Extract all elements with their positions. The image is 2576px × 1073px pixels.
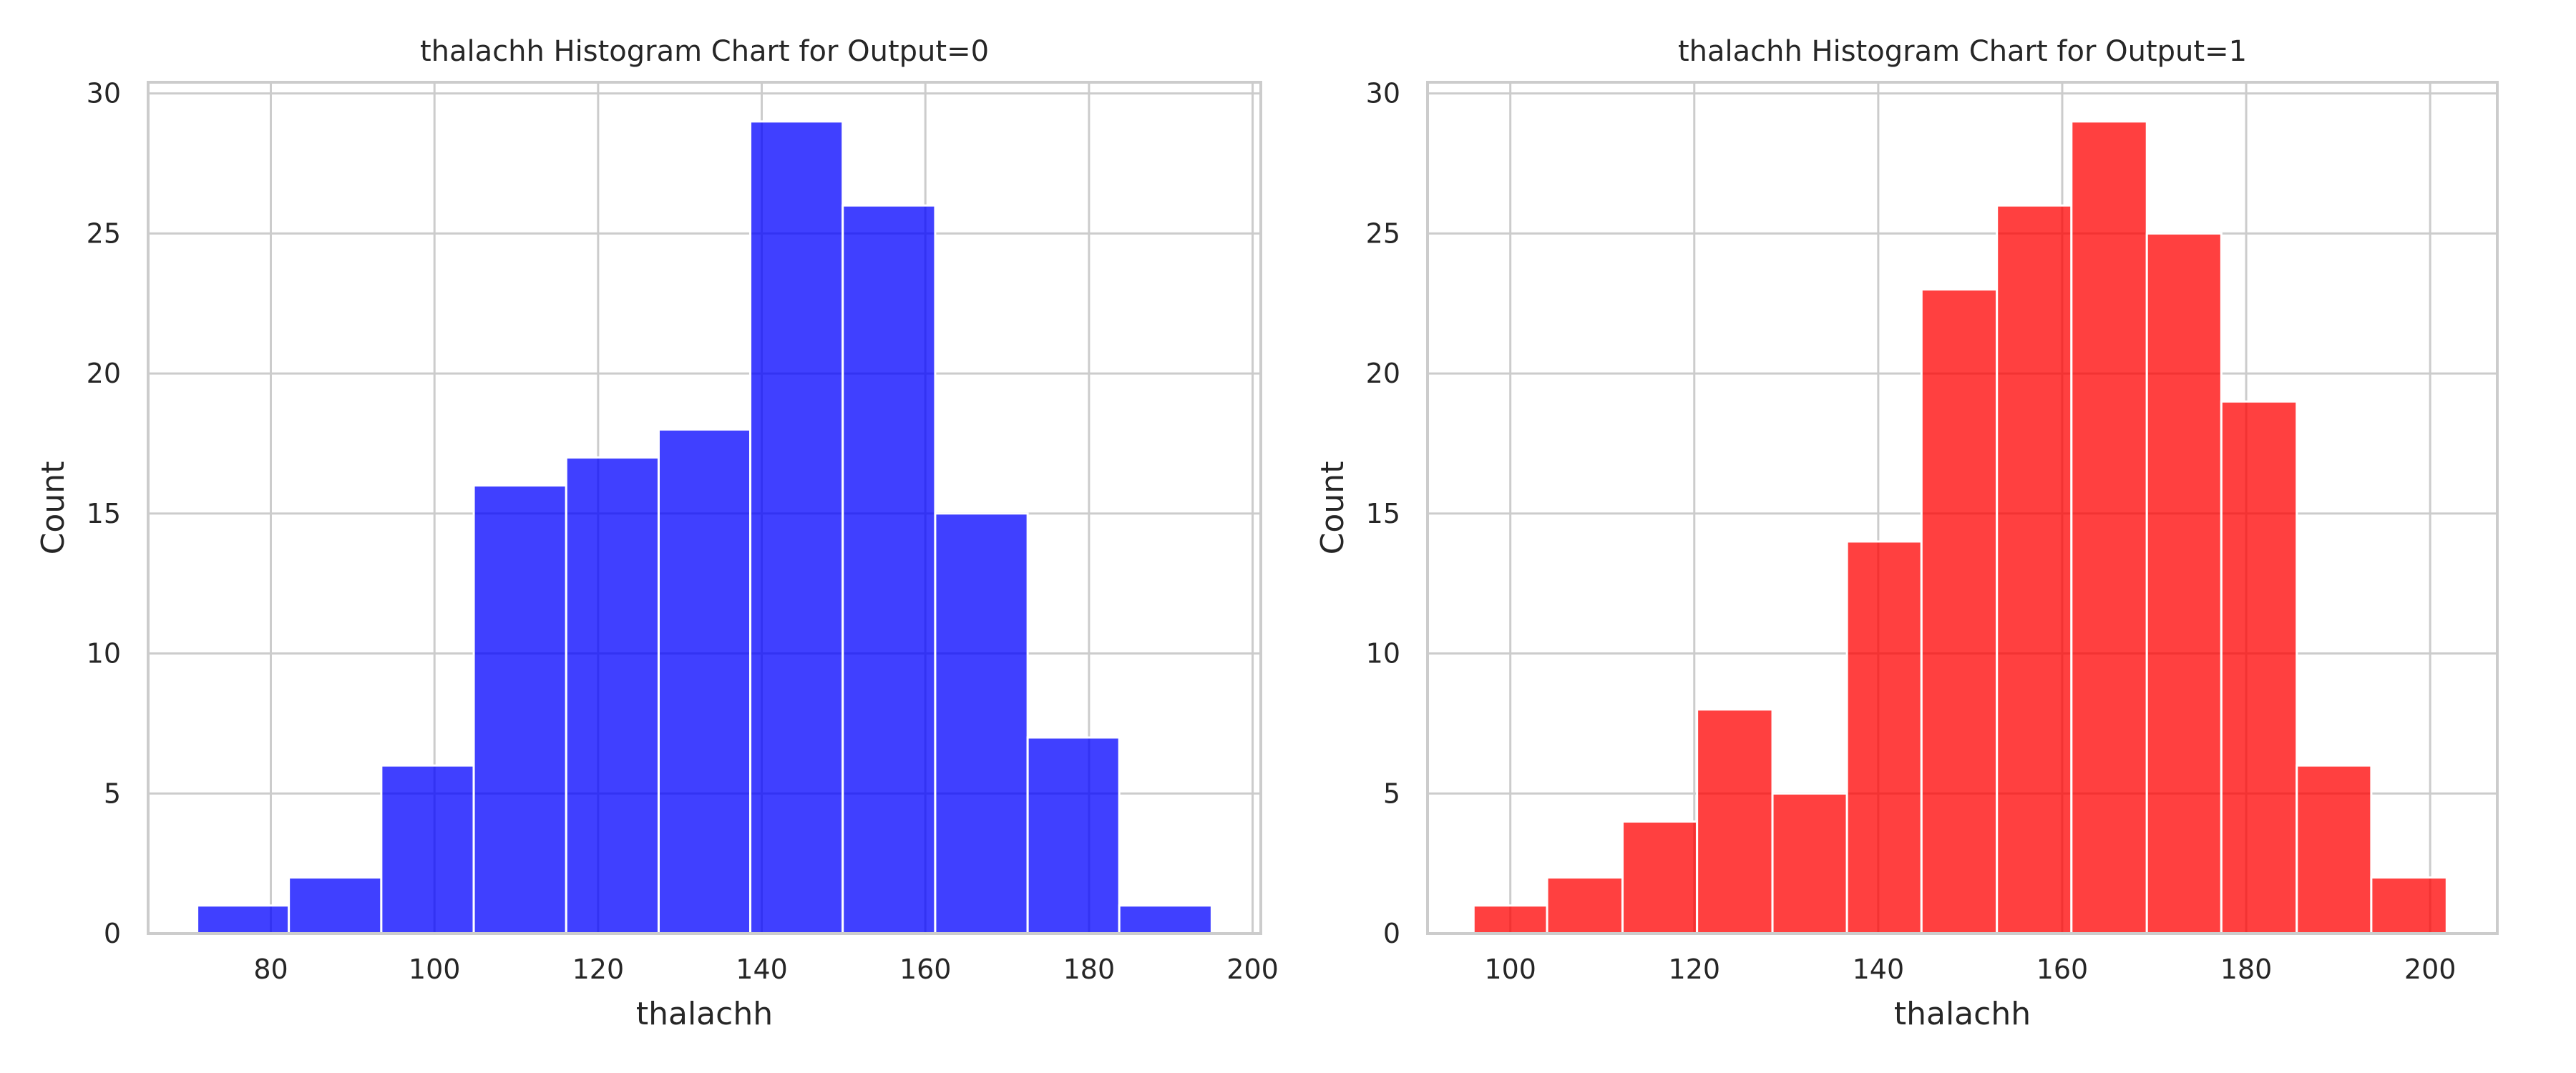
histogram-bar: [1118, 904, 1213, 935]
x-tick-label: 100: [1484, 954, 1536, 985]
histogram-output-1: 100 120 140 160 180 200 0 5 10 15 20 25 30 thalachh H…: [1314, 35, 2499, 1032]
x-tick-label: 120: [572, 954, 625, 985]
histogram-bar: [749, 120, 844, 935]
y-tick-label: 0: [1383, 918, 1400, 949]
x-axis-label: thalachh: [636, 996, 773, 1032]
histogram-bar: [2296, 764, 2373, 935]
histogram-bar: [2145, 232, 2223, 935]
histogram-bar: [1696, 708, 1774, 935]
histogram-bar: [1026, 736, 1121, 935]
histogram-bar: [2220, 400, 2298, 935]
histogram-bar: [657, 428, 752, 935]
x-tick-label: 180: [1063, 954, 1116, 985]
y-tick-label: 5: [1383, 778, 1400, 809]
x-tick-label: 140: [1853, 954, 1905, 985]
x-tick-label: 80: [253, 954, 288, 985]
y-tick-label: 30: [87, 78, 121, 109]
y-tick-label: 10: [87, 638, 121, 670]
histogram-bar: [841, 204, 937, 935]
axes-frame: [1426, 81, 2499, 935]
x-tick-label: 180: [2220, 954, 2273, 985]
x-axis-label: thalachh: [1894, 996, 2031, 1032]
histogram-output-0: 80 100 120 140 160 180 200 0 5 10 15 20 25 30 thalachh…: [35, 35, 1279, 1032]
y-tick-label: 10: [1366, 638, 1400, 670]
histogram-bar: [288, 876, 383, 935]
y-tick-label: 25: [87, 217, 121, 249]
histogram-bar: [1845, 540, 1923, 935]
histogram-bar: [2370, 876, 2448, 935]
histogram-bar: [1546, 876, 1624, 935]
histogram-bar: [565, 456, 660, 935]
y-tick-label: 20: [87, 358, 121, 389]
histogram-bar: [2070, 120, 2148, 935]
histogram-bar: [1472, 904, 1548, 935]
y-tick-label: 30: [1366, 78, 1400, 109]
y-tick-label: 15: [1366, 498, 1400, 529]
x-tick-label: 160: [2036, 954, 2089, 985]
axes-frame: [147, 81, 1262, 935]
chart-title: thalachh Histogram Chart for Output=0: [420, 35, 989, 68]
y-tick-label: 15: [87, 498, 121, 529]
y-tick-label: 0: [104, 918, 121, 949]
histogram-bar: [1621, 820, 1699, 935]
x-tick-label: 140: [736, 954, 788, 985]
histogram-bar: [1771, 792, 1848, 935]
x-tick-label: 160: [899, 954, 952, 985]
x-tick-label: 200: [1226, 954, 1279, 985]
x-tick-label: 120: [1669, 954, 1721, 985]
y-axis-label: Count: [35, 461, 72, 555]
chart-title: thalachh Histogram Chart for Output=1: [1678, 35, 2247, 68]
histogram-bar: [472, 484, 567, 935]
x-tick-label: 100: [409, 954, 461, 985]
histogram-bar: [934, 512, 1029, 935]
y-tick-label: 20: [1366, 358, 1400, 389]
histogram-bar: [196, 904, 291, 935]
x-tick-label: 200: [2404, 954, 2457, 985]
histogram-bar: [380, 764, 475, 935]
histogram-bar: [1920, 288, 1999, 935]
y-tick-label: 5: [104, 778, 121, 809]
histogram-bar: [1996, 204, 2073, 935]
y-axis-label: Count: [1314, 461, 1351, 555]
y-tick-label: 25: [1366, 217, 1400, 249]
